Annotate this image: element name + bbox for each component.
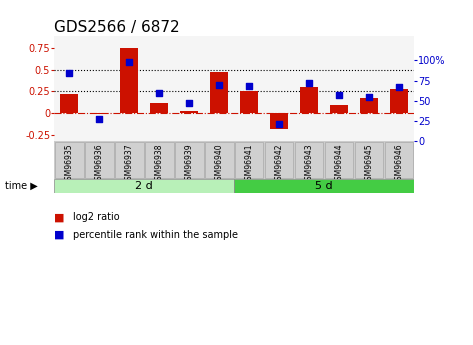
Text: GSM96946: GSM96946 xyxy=(394,143,403,185)
Bar xyxy=(390,89,408,114)
Bar xyxy=(240,90,258,114)
Text: GSM96938: GSM96938 xyxy=(155,143,164,185)
Text: log2 ratio: log2 ratio xyxy=(73,213,120,222)
Point xyxy=(156,90,163,96)
Bar xyxy=(265,142,293,178)
Bar xyxy=(180,111,198,114)
Bar xyxy=(175,142,203,178)
Point xyxy=(215,82,223,88)
Text: percentile rank within the sample: percentile rank within the sample xyxy=(73,230,238,239)
Text: GSM96942: GSM96942 xyxy=(274,143,284,185)
Bar xyxy=(270,114,288,129)
Text: GSM96936: GSM96936 xyxy=(95,143,104,185)
Point xyxy=(245,83,253,89)
Point xyxy=(305,80,313,86)
Bar xyxy=(330,106,348,114)
Point xyxy=(125,59,133,65)
Text: GSM96944: GSM96944 xyxy=(334,143,343,185)
Bar xyxy=(355,142,383,178)
Bar xyxy=(235,142,263,178)
Bar xyxy=(385,142,413,178)
Text: GSM96940: GSM96940 xyxy=(215,143,224,185)
Text: GSM96935: GSM96935 xyxy=(65,143,74,185)
Text: 5 d: 5 d xyxy=(315,181,333,191)
Text: GSM96945: GSM96945 xyxy=(364,143,374,185)
Point xyxy=(66,70,73,76)
Bar xyxy=(55,142,84,178)
Bar xyxy=(61,94,79,114)
Bar xyxy=(54,179,234,193)
Point xyxy=(275,121,283,126)
Text: time ▶: time ▶ xyxy=(5,181,37,191)
Point xyxy=(335,92,343,98)
Bar xyxy=(360,98,378,114)
Bar xyxy=(85,142,114,178)
Text: GSM96941: GSM96941 xyxy=(245,143,254,185)
Text: GSM96939: GSM96939 xyxy=(184,143,194,185)
Point xyxy=(96,116,103,121)
Bar xyxy=(324,142,353,178)
Bar xyxy=(150,103,168,114)
Bar xyxy=(300,87,318,114)
Bar xyxy=(210,72,228,114)
Text: ■: ■ xyxy=(54,213,65,222)
Point xyxy=(395,85,403,90)
Text: ■: ■ xyxy=(54,230,65,239)
Text: GSM96937: GSM96937 xyxy=(125,143,134,185)
Text: GSM96943: GSM96943 xyxy=(305,143,314,185)
Bar xyxy=(205,142,234,178)
Text: GDS2566 / 6872: GDS2566 / 6872 xyxy=(54,20,180,35)
Bar xyxy=(115,142,144,178)
Bar xyxy=(145,142,174,178)
Bar xyxy=(234,179,414,193)
Point xyxy=(185,101,193,106)
Point xyxy=(365,94,373,100)
Bar xyxy=(295,142,324,178)
Text: 2 d: 2 d xyxy=(135,181,153,191)
Bar xyxy=(120,48,138,114)
